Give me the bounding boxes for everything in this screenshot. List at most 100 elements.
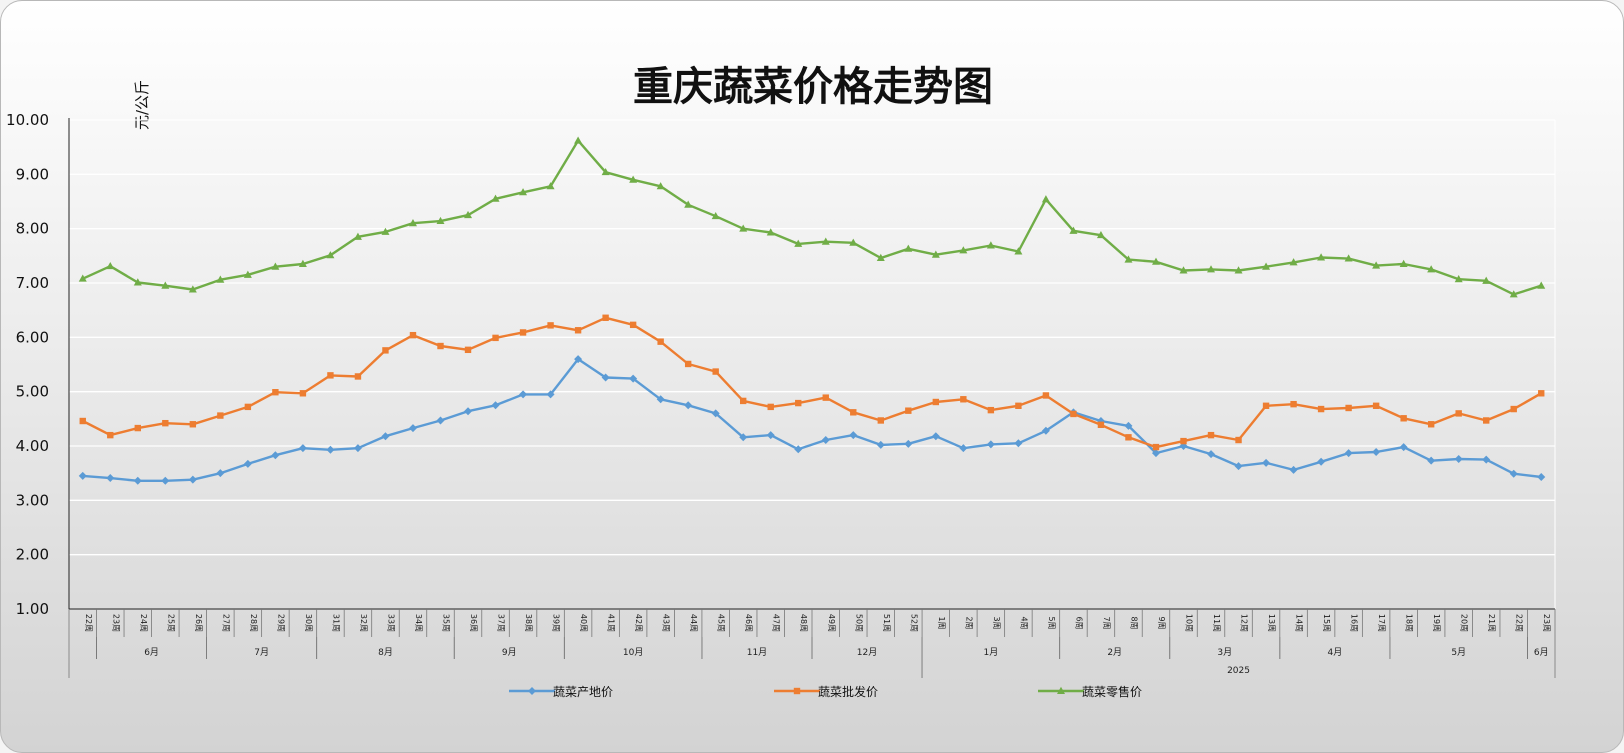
data-point: [298, 259, 307, 267]
data-point: [519, 329, 527, 336]
data-point: [1399, 443, 1408, 452]
data-point: [1262, 262, 1271, 270]
data-point: [464, 407, 473, 416]
data-point: [1289, 258, 1298, 266]
data-point: [601, 167, 610, 176]
data-point: [1344, 254, 1353, 262]
data-point: [1124, 255, 1133, 263]
month-label: 10月: [623, 647, 643, 658]
data-point: [1454, 274, 1463, 283]
x-tick-label: 28周: [249, 614, 258, 632]
x-tick-label: 8周: [1129, 616, 1138, 629]
series-triangle: [78, 136, 1546, 298]
data-point: [1290, 400, 1297, 408]
data-point: [382, 347, 389, 354]
data-point: [793, 687, 801, 695]
data-point: [1042, 392, 1050, 399]
data-point: [794, 445, 803, 454]
data-point: [106, 261, 115, 270]
data-point: [133, 278, 142, 286]
data-point: [1207, 450, 1216, 459]
data-point: [1070, 410, 1077, 418]
month-label: 6月: [144, 647, 159, 658]
x-tick-label: 47周: [772, 614, 781, 632]
data-point: [464, 210, 473, 219]
series-diamond: [78, 355, 1546, 485]
x-tick-label: 24周: [139, 614, 148, 632]
x-tick-label: 36周: [469, 614, 478, 632]
data-point: [822, 394, 829, 401]
x-tick-label: 23周: [111, 614, 120, 632]
data-point: [162, 419, 169, 427]
x-axis: 22周 23周 24周 25周 26周 27周 28周 29周 30周 31周 32周 33周 34周 3…: [68, 608, 1556, 678]
data-point: [1455, 410, 1462, 417]
x-tick-label: 21周: [1487, 614, 1496, 632]
x-tick-label: 34周: [414, 614, 423, 632]
data-point: [1454, 455, 1463, 464]
data-point: [1372, 261, 1381, 269]
data-point: [298, 444, 307, 453]
x-tick-label: 12周: [1240, 614, 1249, 632]
x-tick-label: 30周: [304, 614, 313, 632]
data-point: [574, 136, 583, 144]
data-point: [656, 182, 665, 190]
x-tick-label: 27周: [221, 614, 230, 632]
data-point: [684, 401, 693, 410]
data-point: [656, 395, 665, 404]
data-point: [1180, 437, 1187, 445]
x-tick-label: 7周: [1102, 616, 1111, 629]
data-point: [932, 398, 940, 406]
data-point: [1537, 281, 1546, 289]
x-tick-label: 40周: [579, 614, 588, 632]
x-tick-label: 52周: [909, 614, 918, 632]
data-point: [1317, 253, 1326, 261]
x-tick-label: 9周: [1157, 616, 1166, 629]
gridlines: [69, 119, 1556, 609]
data-point: [740, 397, 747, 405]
month-label: 2月: [1107, 647, 1122, 658]
y-tick-label: 5.00: [16, 383, 49, 401]
data-point: [327, 372, 334, 379]
data-point: [1041, 195, 1050, 203]
year-label: 2025: [1227, 666, 1250, 676]
x-tick-label: 6周: [1074, 616, 1083, 629]
data-point: [1537, 472, 1546, 481]
data-point: [959, 246, 968, 254]
data-point: [629, 374, 638, 383]
month-label: 12月: [857, 647, 877, 658]
month-label: 6月: [1534, 647, 1549, 658]
y-tick-label: 2.00: [16, 546, 49, 564]
data-point: [78, 274, 87, 282]
series-line: [81, 316, 1543, 449]
data-point: [437, 342, 444, 350]
data-point: [354, 373, 362, 380]
x-tick-label: 22周: [1515, 614, 1524, 632]
data-point: [1069, 226, 1078, 234]
data-point: [986, 440, 995, 449]
data-point: [712, 368, 719, 375]
x-tick-label: 26周: [194, 614, 203, 632]
data-point: [1372, 447, 1381, 456]
data-point: [1125, 434, 1132, 441]
data-point: [1151, 257, 1160, 265]
x-tick-label: 14周: [1295, 614, 1304, 632]
data-point: [1344, 449, 1353, 458]
x-tick-label: 43周: [662, 614, 671, 632]
data-point: [106, 474, 115, 483]
data-point: [491, 194, 500, 202]
data-point: [931, 250, 940, 258]
x-tick-label: 33周: [386, 614, 395, 632]
data-point: [1399, 259, 1408, 267]
data-point: [217, 412, 224, 419]
data-point: [1482, 455, 1491, 464]
x-tick-label: 13周: [1267, 614, 1276, 632]
series-layer: [78, 136, 1546, 485]
x-tick-label: 23周: [1542, 614, 1551, 632]
y-tick-label: 1.00: [16, 600, 49, 618]
data-point: [244, 403, 252, 411]
data-point: [1510, 405, 1517, 413]
x-tick-label: 37周: [497, 614, 506, 632]
data-point: [684, 200, 693, 208]
data-point: [574, 327, 582, 334]
data-point: [243, 270, 252, 278]
